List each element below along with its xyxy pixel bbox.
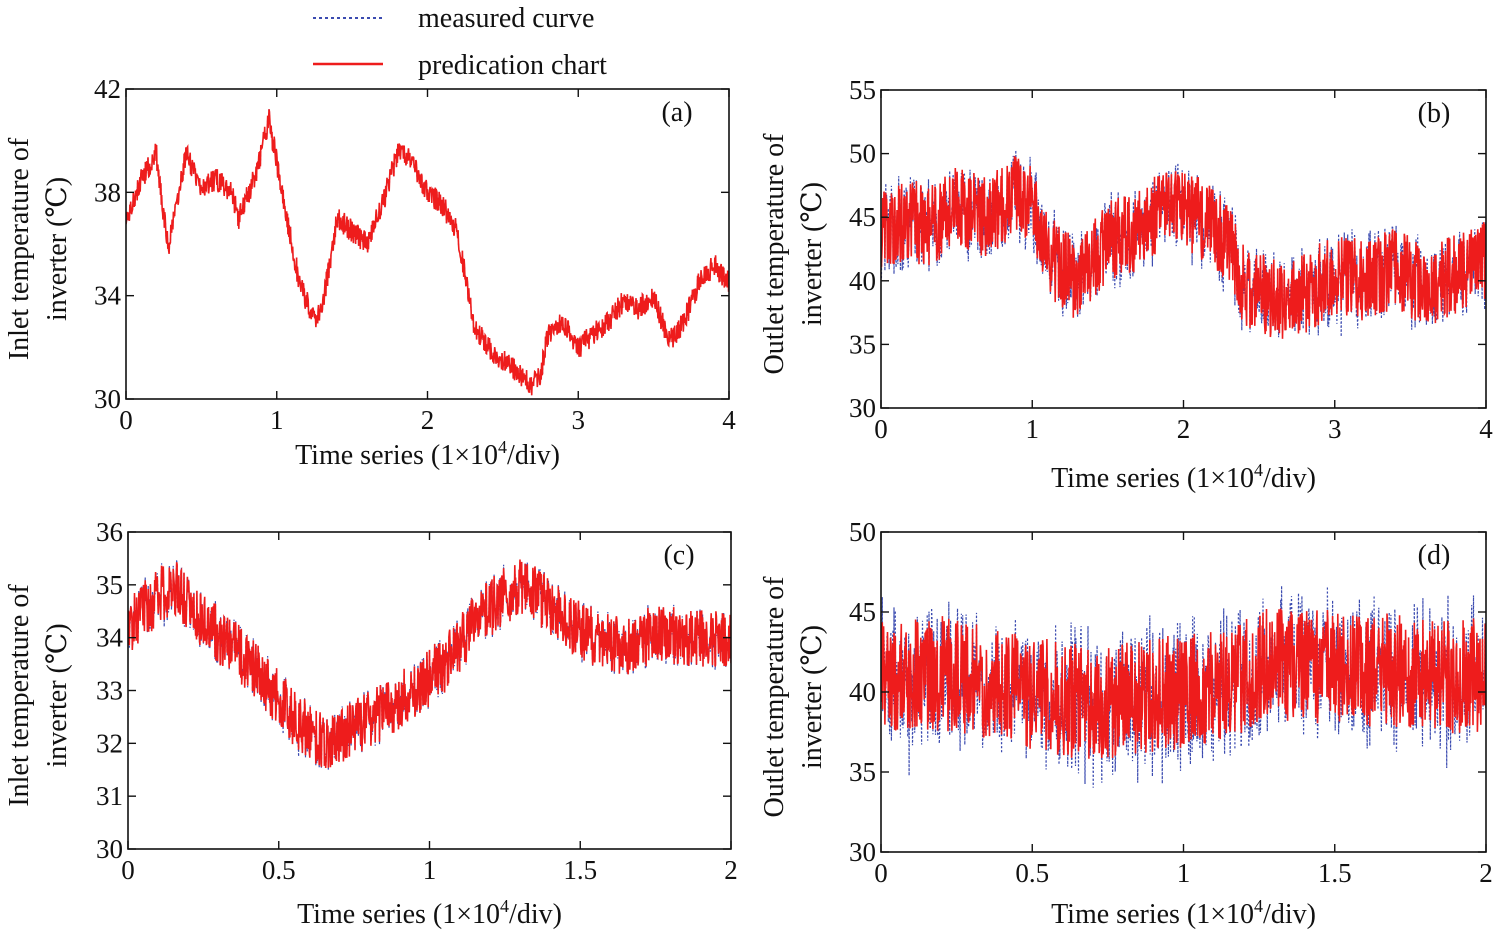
x-tick-label-c: 1.5 <box>563 855 597 885</box>
x-axis-title-b: Time series (1×104/div) <box>1051 460 1316 494</box>
series-prediction-b <box>881 155 1486 339</box>
y-tick-label-c: 32 <box>96 728 123 758</box>
panel-label-c: (c) <box>663 540 694 571</box>
x-tick-label-d: 0 <box>874 858 888 888</box>
series-prediction-c <box>128 559 731 769</box>
x-tick-label-a: 2 <box>421 405 435 435</box>
y-tick-label-b: 50 <box>849 139 876 169</box>
x-tick-label-a: 4 <box>722 405 736 435</box>
series-prediction-d <box>881 608 1486 759</box>
x-tick-label-d: 1 <box>1177 858 1191 888</box>
x-tick-label-c: 2 <box>724 855 738 885</box>
y-tick-label-d: 40 <box>849 677 876 707</box>
y-tick-label-b: 35 <box>849 329 876 359</box>
y-axis-title-b: inverter (℃) <box>797 182 828 326</box>
x-axis-title-c: Time series (1×104/div) <box>297 896 562 930</box>
series-measured-a <box>126 109 729 396</box>
x-tick-label-b: 1 <box>1026 414 1040 444</box>
plot-frame-a <box>125 88 730 400</box>
y-axis-title-d: inverter (℃) <box>797 625 828 769</box>
legend-measured-label: measured curve <box>418 3 594 34</box>
y-tick-label-d: 50 <box>849 517 876 547</box>
y-tick-label-a: 38 <box>94 177 121 207</box>
x-tick-label-b: 4 <box>1479 414 1493 444</box>
series-prediction-a <box>126 109 729 396</box>
y-axis-title-c: Inlet temperature of <box>4 584 35 807</box>
panel-label-d: (d) <box>1418 540 1451 571</box>
x-tick-label-c: 0.5 <box>262 855 296 885</box>
panel-d: 0 0.5 1 1.5 2 30 35 40 45 50 (d) Time series (1×104… <box>759 517 1493 930</box>
y-tick-label-d: 30 <box>849 837 876 867</box>
panel-b: 0 1 2 3 4 30 35 40 45 50 55 (b) Time series (1×104/d… <box>759 75 1493 494</box>
x-tick-label-c: 0 <box>121 855 135 885</box>
x-tick-label-d: 2 <box>1479 858 1493 888</box>
x-tick-label-b: 3 <box>1328 414 1342 444</box>
y-tick-label-a: 30 <box>94 384 121 414</box>
y-tick-label-c: 31 <box>96 781 123 811</box>
x-tick-label-a: 0 <box>119 405 133 435</box>
y-tick-label-b: 30 <box>849 393 876 423</box>
y-axis-title-c: inverter (℃) <box>42 623 73 767</box>
x-axis-title-a: Time series (1×104/div) <box>295 437 560 471</box>
x-axis-title-d: Time series (1×104/div) <box>1051 896 1316 930</box>
y-tick-label-c: 33 <box>96 676 123 706</box>
x-tick-label-b: 0 <box>874 414 888 444</box>
panel-label-b: (b) <box>1418 98 1451 129</box>
x-tick-label-d: 1.5 <box>1318 858 1352 888</box>
y-axis-title-d: Outlet temperature of <box>759 576 790 818</box>
y-axis-title-a: inverter (℃) <box>42 177 73 321</box>
legend: measured curve predication chart <box>313 3 607 81</box>
y-tick-label-c: 36 <box>96 517 123 547</box>
x-tick-label-b: 2 <box>1177 414 1191 444</box>
y-tick-label-b: 45 <box>849 202 876 232</box>
legend-prediction-label: predication chart <box>418 50 607 81</box>
y-axis-title-a: Inlet temperature of <box>4 137 35 360</box>
panel-c: 0 0.5 1 1.5 2 30 31 32 33 34 35 36 (c) Time series (1… <box>4 517 738 930</box>
y-axis-title-b: Outlet temperature of <box>759 133 790 375</box>
y-tick-label-c: 30 <box>96 834 123 864</box>
y-tick-label-c: 35 <box>96 570 123 600</box>
x-tick-label-c: 1 <box>423 855 437 885</box>
panel-label-a: (a) <box>661 97 692 128</box>
x-tick-label-d: 0.5 <box>1015 858 1049 888</box>
x-tick-label-a: 3 <box>572 405 586 435</box>
y-tick-label-a: 42 <box>94 74 121 104</box>
y-tick-label-b: 55 <box>849 75 876 105</box>
y-tick-label-a: 34 <box>94 281 122 311</box>
y-tick-label-d: 45 <box>849 597 876 627</box>
x-tick-label-a: 1 <box>270 405 284 435</box>
y-tick-label-b: 40 <box>849 266 876 296</box>
y-tick-label-c: 34 <box>96 623 124 653</box>
y-tick-label-d: 35 <box>849 757 876 787</box>
